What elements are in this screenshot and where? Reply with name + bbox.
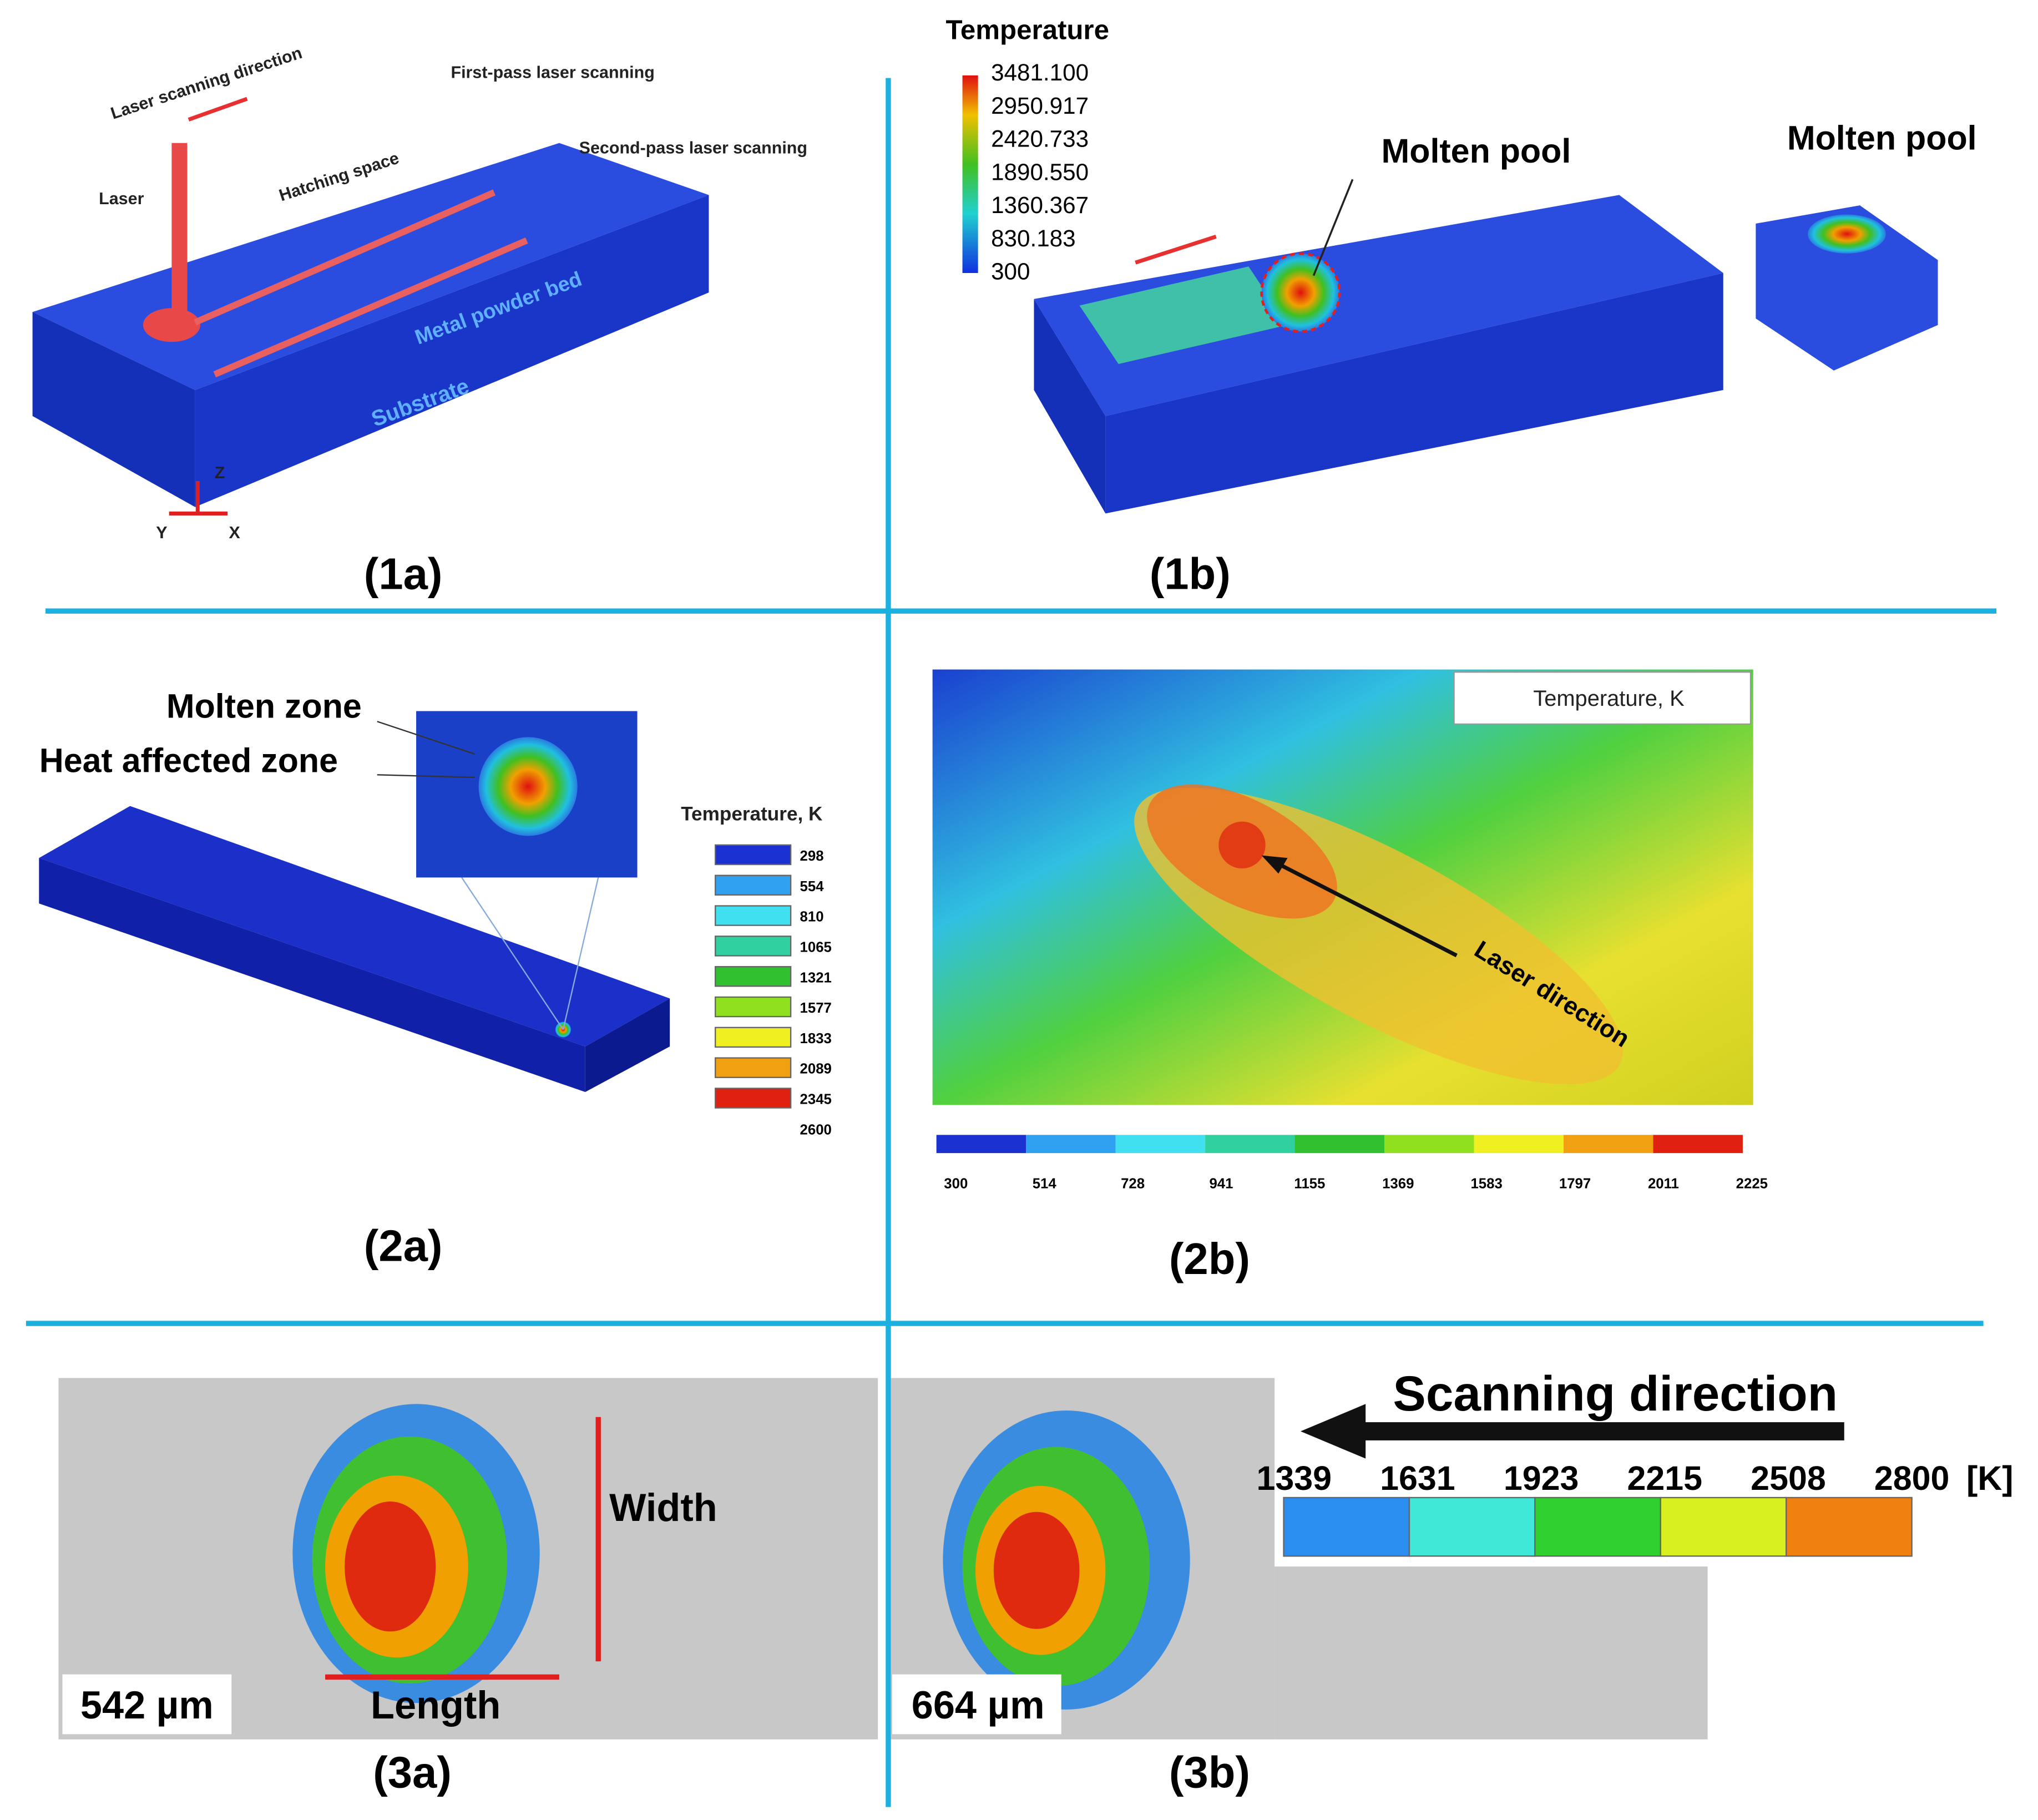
- colorbar-segment: [1786, 1497, 1913, 1557]
- legend-tick: 1890.550: [991, 159, 1089, 185]
- colorbar-segment: [1653, 1135, 1743, 1154]
- legend-swatch: [715, 996, 792, 1018]
- legend-swatch: [715, 936, 792, 957]
- panel-3a-drawing: [58, 1378, 878, 1740]
- label: Width: [609, 1485, 717, 1529]
- unit-label: [K]: [1966, 1459, 2014, 1497]
- colorbar-segment: [1384, 1135, 1474, 1154]
- colorbar-tick: 2225: [1736, 1176, 1768, 1191]
- label: First-pass laser scanning: [451, 63, 655, 82]
- colorbar-tick: 728: [1121, 1176, 1145, 1191]
- legend-swatch: [715, 874, 792, 896]
- colorbar-segment: [1660, 1497, 1787, 1557]
- caption: (3b): [1169, 1747, 1250, 1797]
- legend-title: Temperature: [945, 14, 1109, 45]
- colorbar-tick: 2215: [1627, 1459, 1703, 1497]
- legend-tick: 1065: [800, 939, 832, 955]
- colorbar-segment: [936, 1135, 1026, 1154]
- legend-swatch: [715, 1027, 792, 1048]
- label: Heat affected zone: [39, 742, 338, 780]
- label: Hatching space: [277, 149, 402, 205]
- label: Second-pass laser scanning: [579, 138, 807, 157]
- legend-tick: 810: [800, 909, 824, 925]
- colorbar-tick: 2800: [1874, 1459, 1950, 1497]
- colorbar-tick: 2508: [1751, 1459, 1826, 1497]
- panel-1a-drawing: [32, 97, 709, 515]
- label: Laser: [99, 189, 144, 208]
- legend-tick: 2600: [800, 1122, 832, 1138]
- caption: (1a): [364, 549, 443, 598]
- colorbar-tick: 1339: [1256, 1459, 1332, 1497]
- legend-swatch: [715, 965, 792, 987]
- dividers: [26, 78, 1996, 1807]
- legend-tick: 2089: [800, 1061, 832, 1077]
- colorbar-tick: 300: [944, 1176, 968, 1191]
- colorbar-tick: 1797: [1559, 1176, 1591, 1191]
- scale-label: 664 µm: [912, 1683, 1045, 1727]
- colorbar-tick: 1155: [1294, 1176, 1325, 1191]
- legend-swatch: [715, 1057, 792, 1078]
- legend-swatch: [715, 905, 792, 926]
- colorbar-tick: 1631: [1380, 1459, 1455, 1497]
- axis-label: Y: [156, 523, 167, 542]
- label: Molten pool: [1382, 132, 1571, 170]
- legend-tick: 300: [991, 259, 1030, 285]
- colorbar-tick: 1369: [1382, 1176, 1414, 1191]
- panel-2b-drawing: [932, 669, 1753, 1105]
- legend-tick: 298: [800, 848, 824, 864]
- colorbar-segment: [1205, 1135, 1295, 1154]
- legend-tick: 3481.100: [991, 59, 1089, 85]
- scale-label: 542 µm: [80, 1683, 214, 1727]
- colorbar-segment: [1408, 1497, 1536, 1557]
- label: Scanning direction: [1393, 1366, 1838, 1421]
- legend-tick: 554: [800, 879, 825, 894]
- colorbar-tick: 1583: [1470, 1176, 1502, 1191]
- legend-tick: 2950.917: [991, 93, 1089, 119]
- panel-3b-drawing: [891, 1378, 1844, 1740]
- legend-swatch: [715, 1088, 792, 1109]
- colorbar-segment: [1534, 1497, 1661, 1557]
- label: Length: [371, 1683, 500, 1727]
- colorbar-tick: 2011: [1648, 1176, 1679, 1191]
- panel-2a-drawing: [39, 711, 670, 1092]
- colorbar-segment: [1283, 1497, 1410, 1557]
- colorbar-segment: [1115, 1135, 1206, 1154]
- caption: (2a): [364, 1221, 443, 1271]
- legend-title: Temperature, K: [1533, 686, 1685, 711]
- legend-tick: 1577: [800, 1000, 832, 1016]
- label: Molten zone: [166, 687, 362, 725]
- colorbar-segment: [1026, 1135, 1116, 1154]
- legend-tick: 1360.367: [991, 192, 1089, 218]
- colorbar-tick: 1923: [1504, 1459, 1579, 1497]
- axis-label: X: [229, 523, 241, 542]
- panel-1b-drawing: [962, 75, 1938, 514]
- axis-label: Z: [215, 463, 225, 482]
- legend-tick: 2420.733: [991, 126, 1089, 152]
- caption: (1b): [1150, 549, 1231, 598]
- caption: (2b): [1169, 1234, 1250, 1283]
- legend-tick: 1321: [800, 970, 832, 985]
- colorbar-segment: [1474, 1135, 1564, 1154]
- legend-tick: 2345: [800, 1092, 832, 1108]
- caption: (3a): [373, 1747, 452, 1797]
- label: Laser scanning direction: [108, 43, 304, 123]
- colorbar-tick: 941: [1209, 1176, 1233, 1191]
- colorbar-segment: [1563, 1135, 1653, 1154]
- legend-tick: 1833: [800, 1031, 832, 1046]
- legend-title: Temperature, K: [681, 803, 823, 825]
- legend-tick: 830.183: [991, 225, 1075, 251]
- label: Molten pool: [1787, 119, 1977, 156]
- legend-swatch: [715, 844, 792, 866]
- colorbar-segment: [1294, 1135, 1385, 1154]
- colorbar-tick: 514: [1033, 1176, 1057, 1191]
